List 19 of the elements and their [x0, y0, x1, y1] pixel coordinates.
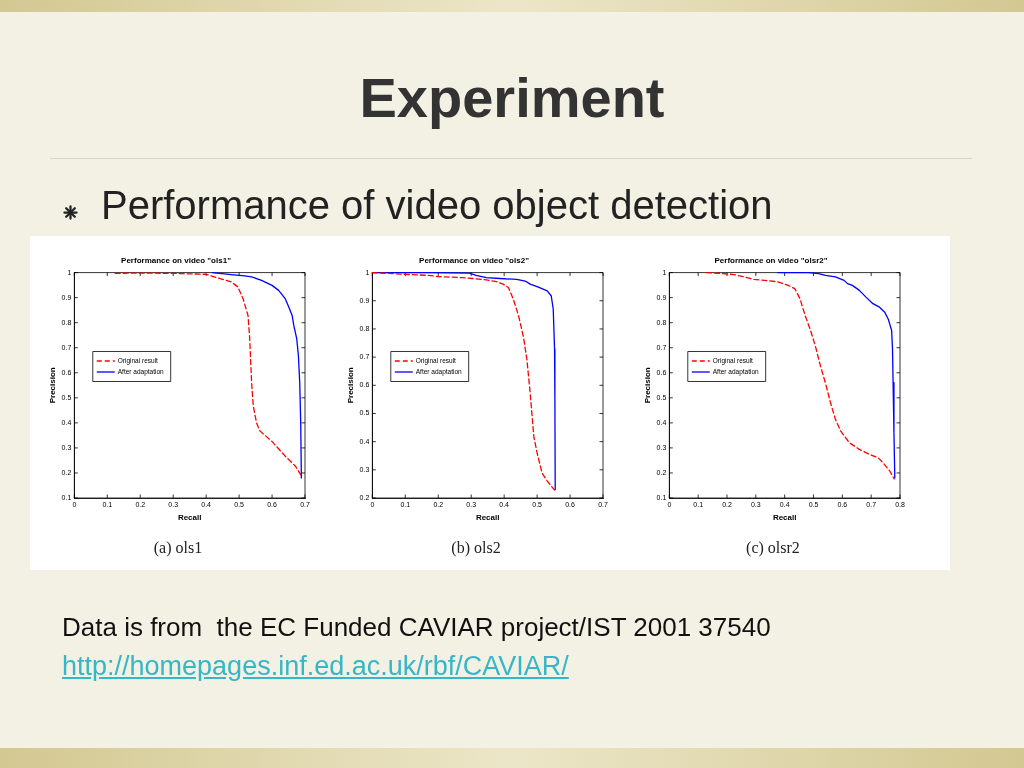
x-axis-title: Recall — [475, 513, 500, 523]
x-axis-title: Recall — [772, 513, 797, 523]
y-axis-title: Precision — [643, 367, 652, 404]
text: (a) ols1 — [152, 539, 204, 556]
x-axis-title: Recall — [177, 513, 202, 523]
text: (b) ols2 — [450, 539, 502, 556]
chart-title: Performance on video "ols2" — [419, 256, 530, 265]
text: http://homepages.inf.ed.ac.uk/rbf/CAVIAR/ — [62, 651, 569, 681]
chart-title: Performance on video "ols1" — [121, 256, 232, 265]
chart-title: Performance on video "olsr2" — [714, 256, 828, 265]
text: Data is from the EC Funded CAVIAR project/IST 2001 37540 — [62, 612, 771, 642]
line-series — [114, 272, 303, 477]
y-axis-title: Precision — [48, 367, 57, 404]
line-series — [371, 271, 556, 491]
line-series — [705, 271, 895, 480]
text: (c) olsr2 — [745, 539, 801, 556]
text: Experiment — [358, 66, 666, 129]
text: Performance of video object detection — [101, 183, 773, 227]
y-axis-title: Precision — [346, 367, 355, 404]
